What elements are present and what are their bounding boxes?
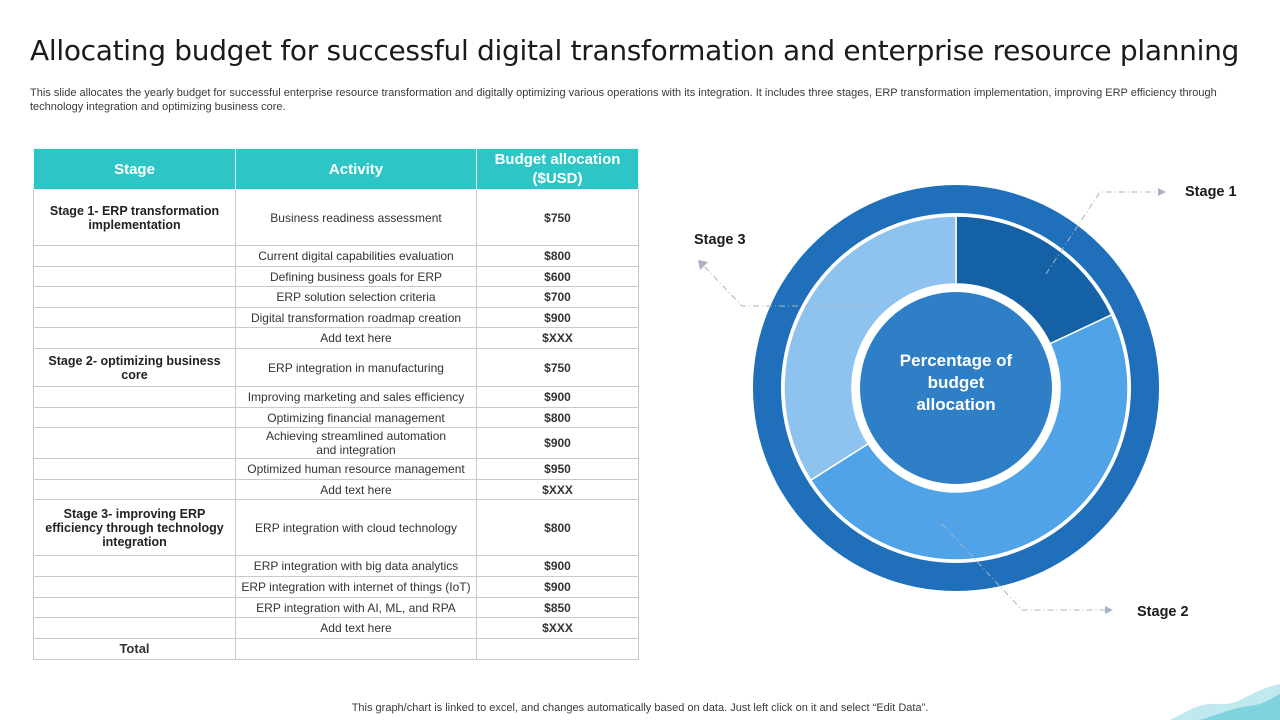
activity-cell: ERP solution selection criteria: [235, 286, 477, 308]
budget-table: Stage Activity Budget allocation ($USD) …: [33, 148, 639, 660]
stage-cell: [33, 479, 236, 500]
table-row: Stage 2- optimizing business core ERP in…: [33, 348, 639, 387]
activity-cell: ERP integration with big data analytics: [235, 555, 477, 577]
amount-cell: $750: [476, 189, 639, 246]
activity-cell: Current digital capabilities evaluation: [235, 245, 477, 267]
stage-3-arrow: [698, 260, 708, 270]
table-row: Defining business goals for ERP $600: [33, 266, 639, 287]
stage-cell: [33, 266, 236, 287]
table-row: Add text here $XXX: [33, 327, 639, 349]
table-row: Digital transformation roadmap creation …: [33, 307, 639, 328]
activity-cell: Add text here: [235, 327, 477, 349]
amount-cell: $900: [476, 386, 639, 408]
page-subtitle: This slide allocates the yearly budget f…: [30, 87, 1217, 113]
amount-cell: $900: [476, 307, 639, 328]
activity-cell: Improving marketing and sales efficiency: [235, 386, 477, 408]
total-activity-cell: [235, 638, 477, 660]
stage-cell: [33, 576, 236, 598]
stage-cell: Stage 1- ERP transformation implementati…: [33, 189, 236, 246]
stage-2-label: Stage 2: [1137, 604, 1189, 620]
activity-cell: ERP integration with cloud technology: [235, 499, 477, 556]
amount-cell: $800: [476, 407, 639, 428]
amount-cell: $900: [476, 427, 639, 459]
amount-cell: $900: [476, 576, 639, 598]
stage-1-label: Stage 1: [1185, 184, 1237, 200]
activity-cell: Optimizing financial management: [235, 407, 477, 428]
activity-cell: ERP integration with AI, ML, and RPA: [235, 597, 477, 618]
activity-cell: ERP integration in manufacturing: [235, 348, 477, 387]
table-row: Improving marketing and sales efficiency…: [33, 386, 639, 408]
amount-cell: $950: [476, 458, 639, 480]
total-amount-cell: [476, 638, 639, 660]
amount-cell: $700: [476, 286, 639, 308]
activity-cell: Achieving streamlined automation and int…: [235, 427, 477, 459]
stage-cell: [33, 386, 236, 408]
amount-cell: $XXX: [476, 479, 639, 500]
header-budget: Budget allocation ($USD): [476, 148, 639, 190]
stage-cell: [33, 597, 236, 618]
total-row: Total: [33, 638, 639, 660]
table-row: Stage 1- ERP transformation implementati…: [33, 189, 639, 246]
amount-cell: $XXX: [476, 617, 639, 639]
total-label: Total: [33, 638, 236, 660]
amount-cell: $850: [476, 597, 639, 618]
stage-3-label: Stage 3: [694, 232, 746, 248]
table-row: Add text here $XXX: [33, 479, 639, 500]
amount-cell: $800: [476, 245, 639, 267]
activity-cell: Defining business goals for ERP: [235, 266, 477, 287]
center-disc: [860, 292, 1052, 484]
header-activity: Activity: [235, 148, 477, 190]
footer-note: This graph/chart is linked to excel, and…: [351, 702, 929, 714]
callout-arrows: [698, 188, 1166, 614]
table-header-row: Stage Activity Budget allocation ($USD): [33, 148, 639, 190]
page-title: Allocating budget for successful digital…: [30, 34, 1239, 67]
stage-cell: [33, 555, 236, 577]
amount-cell: $750: [476, 348, 639, 387]
activity-cell: Business readiness assessment: [235, 189, 477, 246]
stage-cell: [33, 427, 236, 459]
callout-lines: [701, 191, 1158, 611]
table-row: Achieving streamlined automation and int…: [33, 427, 639, 459]
table-row: ERP integration with big data analytics …: [33, 555, 639, 577]
activity-cell: Digital transformation roadmap creation: [235, 307, 477, 328]
budget-donut-chart: Percentage of budget allocation Stage 1 …: [650, 140, 1280, 640]
activity-cell: Optimized human resource management: [235, 458, 477, 480]
table-row: ERP solution selection criteria $700: [33, 286, 639, 308]
stage-cell: [33, 327, 236, 349]
stage-cell: [33, 245, 236, 267]
stage-2-arrow: [1105, 606, 1113, 614]
amount-cell: $600: [476, 266, 639, 287]
header-stage: Stage: [33, 148, 236, 190]
stage-cell: [33, 307, 236, 328]
table-row: Optimizing financial management $800: [33, 407, 639, 428]
table-row: Stage 3- improving ERP efficiency throug…: [33, 499, 639, 556]
amount-cell: $900: [476, 555, 639, 577]
stage-cell: [33, 286, 236, 308]
stage-cell: [33, 407, 236, 428]
table-row: Optimized human resource management $950: [33, 458, 639, 480]
donut-svg: [698, 185, 1166, 614]
amount-cell: $XXX: [476, 327, 639, 349]
stage-cell: [33, 458, 236, 480]
table-row: Current digital capabilities evaluation …: [33, 245, 639, 267]
table-row: Add text here $XXX: [33, 617, 639, 639]
stage-2-callout-line: [941, 523, 1105, 611]
stage-cell: Stage 3- improving ERP efficiency throug…: [33, 499, 236, 556]
activity-cell: Add text here: [235, 617, 477, 639]
chart-center-label: Percentage of budget allocation: [899, 351, 1013, 414]
stage-3-callout-line: [701, 263, 876, 307]
stage-1-arrow: [1158, 188, 1166, 196]
decorative-wave: [1170, 684, 1280, 720]
table-row: ERP integration with AI, ML, and RPA $85…: [33, 597, 639, 618]
activity-cell: Add text here: [235, 479, 477, 500]
stage-cell: Stage 2- optimizing business core: [33, 348, 236, 387]
activity-cell: ERP integration with internet of things …: [235, 576, 477, 598]
table-row: ERP integration with internet of things …: [33, 576, 639, 598]
stage-cell: [33, 617, 236, 639]
amount-cell: $800: [476, 499, 639, 556]
